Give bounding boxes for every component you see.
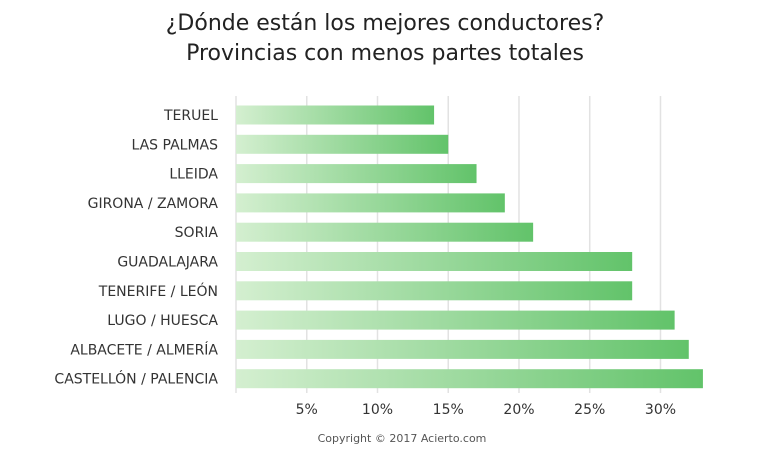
x-tick-label: 25% bbox=[574, 402, 605, 418]
category-label: LUGO / HUESCA bbox=[107, 313, 218, 329]
x-tick-label: 5% bbox=[296, 402, 318, 418]
chart-title-line-2: Provincias con menos partes totales bbox=[186, 41, 584, 66]
category-label: GUADALAJARA bbox=[117, 255, 218, 271]
bar bbox=[236, 252, 633, 271]
category-label: LAS PALMAS bbox=[131, 137, 218, 153]
category-label: LLEIDA bbox=[169, 167, 218, 183]
bars bbox=[236, 105, 703, 389]
category-label: SORIA bbox=[175, 225, 219, 241]
bar bbox=[236, 105, 435, 125]
copyright-text: Copyright © 2017 Acierto.com bbox=[318, 432, 487, 445]
bar bbox=[236, 310, 675, 330]
chart-title-line-1: ¿Dónde están los mejores conductores? bbox=[166, 11, 605, 36]
category-label: ALBACETE / ALMERÍA bbox=[70, 341, 218, 358]
bar bbox=[236, 281, 633, 301]
x-tick-labels: 5% 10% 15% 20% 25% 30% bbox=[296, 402, 676, 418]
category-label: CASTELLÓN / PALENCIA bbox=[54, 370, 218, 388]
bar bbox=[236, 222, 534, 242]
x-tick-label: 10% bbox=[362, 402, 393, 418]
bar bbox=[236, 134, 449, 154]
bar bbox=[236, 369, 703, 389]
bar bbox=[236, 164, 477, 184]
bar bbox=[236, 339, 689, 359]
category-label: TENERIFE / LEÓN bbox=[98, 282, 218, 300]
category-label: GIRONA / ZAMORA bbox=[88, 196, 219, 212]
category-label: TERUEL bbox=[163, 108, 218, 124]
x-tick-label: 30% bbox=[645, 402, 676, 418]
x-tick-label: 15% bbox=[433, 402, 464, 418]
category-labels: TERUEL LAS PALMAS LLEIDA GIRONA / ZAMORA SOR… bbox=[54, 108, 218, 388]
x-tick-label: 20% bbox=[503, 402, 534, 418]
bar bbox=[236, 193, 505, 213]
